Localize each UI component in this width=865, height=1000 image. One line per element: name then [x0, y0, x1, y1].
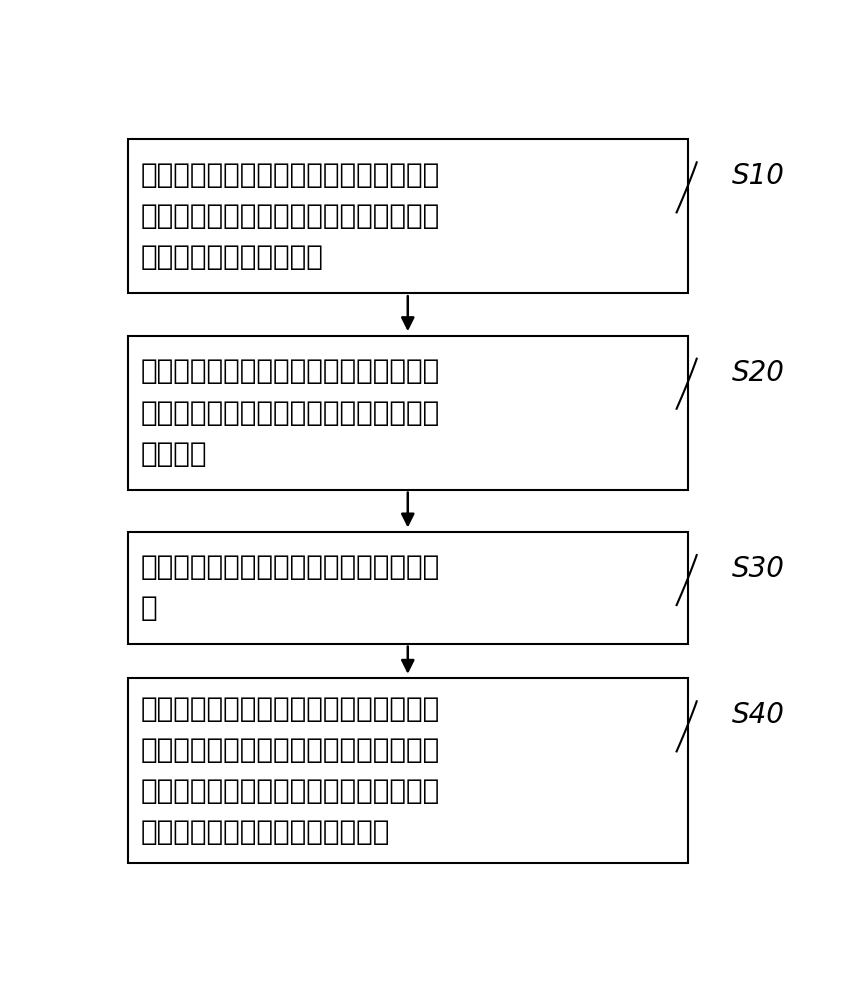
Text: S30: S30	[732, 555, 785, 583]
Text: 根据所述载波补偿延时时间调整所述第一
整流电流模块的三角载波信号的相位，以
同步所述第一整流电流模块与所述第二整
流电流模块的三角载波信号的相位: 根据所述载波补偿延时时间调整所述第一 整流电流模块的三角载波信号的相位，以 同步…	[140, 695, 439, 846]
FancyBboxPatch shape	[128, 532, 688, 644]
FancyBboxPatch shape	[128, 139, 688, 293]
Text: 采集第一整流电源模块的三相输入电流，
以获取所述第一整流电源模块与所述第二
电源整流模块之间的环流: 采集第一整流电源模块的三相输入电流， 以获取所述第一整流电源模块与所述第二 电源…	[140, 161, 439, 271]
Text: 根据所述环流获取所述第一整流电源模块
与所述第二整流电源模块的三角载波信号
的相位差: 根据所述环流获取所述第一整流电源模块 与所述第二整流电源模块的三角载波信号 的相…	[140, 357, 439, 468]
FancyBboxPatch shape	[128, 678, 688, 863]
Text: S20: S20	[732, 359, 785, 387]
Text: S10: S10	[732, 162, 785, 190]
Text: 根据所述载波相位差计算载波补偿延时时
间: 根据所述载波相位差计算载波补偿延时时 间	[140, 553, 439, 622]
Text: S40: S40	[732, 701, 785, 729]
FancyBboxPatch shape	[128, 336, 688, 490]
